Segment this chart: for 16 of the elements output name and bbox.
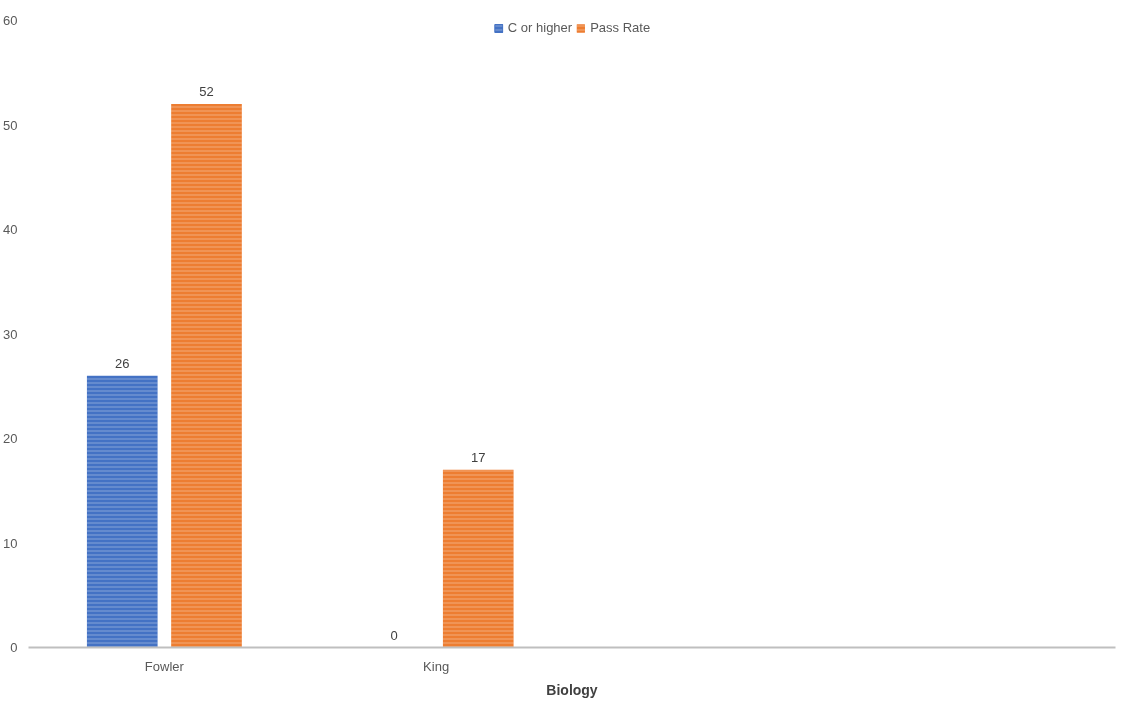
y-tick-label: 40	[3, 222, 18, 237]
data-label: 0	[390, 627, 398, 643]
data-label: 17	[471, 449, 486, 465]
y-tick-label: 0	[10, 640, 18, 655]
y-tick-label: 20	[3, 431, 18, 446]
legend-label: C or higher	[507, 20, 573, 35]
y-tick-label: 50	[3, 117, 18, 133]
legend-label: Pass Rate	[590, 20, 651, 35]
data-label: 26	[115, 355, 130, 371]
x-tick-label: Fowler	[144, 658, 185, 674]
y-tick-label: 30	[3, 326, 18, 342]
y-tick-label: 60	[3, 13, 18, 28]
x-tick-label: King	[423, 658, 450, 674]
y-tick-label: 10	[3, 535, 18, 551]
x-axis-title: Biology	[546, 681, 598, 698]
data-label: 52	[199, 84, 214, 100]
